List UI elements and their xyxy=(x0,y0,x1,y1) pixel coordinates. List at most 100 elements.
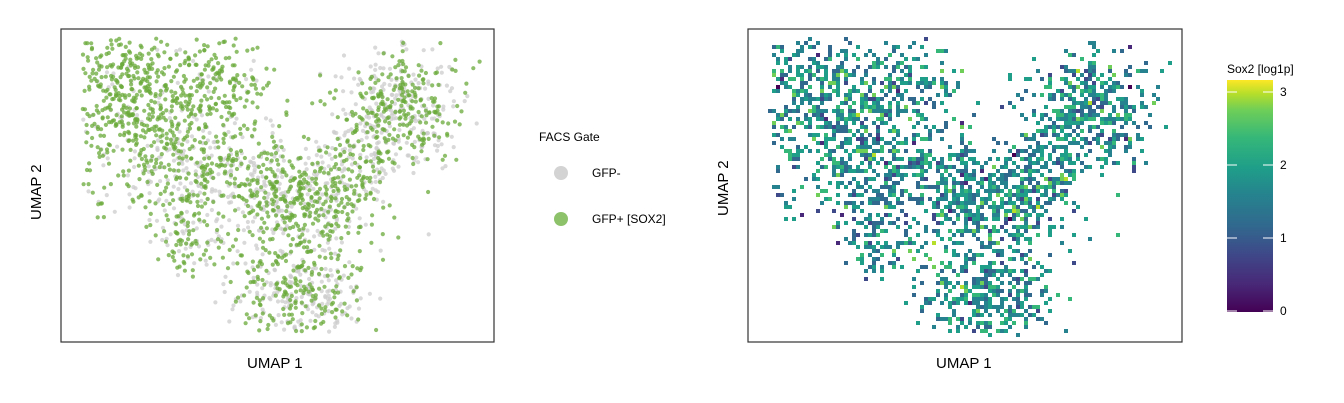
hex-cell xyxy=(920,305,924,309)
scatter-point xyxy=(109,42,114,47)
hex-cell xyxy=(1000,297,1004,301)
scatter-point xyxy=(250,173,255,178)
hex-cell xyxy=(948,209,952,213)
hex-cell xyxy=(944,93,948,97)
scatter-point xyxy=(137,89,142,94)
hex-cell xyxy=(872,81,876,85)
hex-cell xyxy=(912,161,916,165)
scatter-point xyxy=(270,262,275,267)
hex-cell xyxy=(1020,289,1024,293)
hex-cell xyxy=(904,241,908,245)
scatter-point xyxy=(211,76,216,81)
hex-cell xyxy=(960,189,964,193)
hex-cell xyxy=(836,113,840,117)
hex-cell xyxy=(1108,141,1112,145)
scatter-point xyxy=(175,231,180,236)
scatter-point xyxy=(421,48,426,53)
hex-cell xyxy=(856,205,860,209)
hex-cell xyxy=(976,205,980,209)
hex-cell xyxy=(844,205,848,209)
hex-cell xyxy=(1008,201,1012,205)
hex-cell xyxy=(1012,313,1016,317)
scatter-point xyxy=(366,115,372,120)
hex-cell xyxy=(984,273,988,277)
hex-cell xyxy=(904,149,908,153)
scatter-point xyxy=(183,50,188,55)
scatter-point xyxy=(105,115,110,120)
hex-cell xyxy=(1044,165,1048,169)
hex-cell xyxy=(888,169,892,173)
scatter-point xyxy=(357,76,362,82)
scatter-point xyxy=(279,320,284,325)
scatter-point xyxy=(335,209,341,215)
hex-cell xyxy=(952,249,956,253)
scatter-point xyxy=(166,64,171,69)
scatter-point xyxy=(330,300,336,305)
scatter-point xyxy=(179,210,184,215)
scatter-point xyxy=(330,112,335,117)
hex-cell xyxy=(900,77,904,81)
hex-cell xyxy=(1132,165,1136,169)
scatter-point xyxy=(157,116,162,121)
hex-cell xyxy=(868,85,872,89)
hex-cell xyxy=(880,109,884,113)
hex-cell xyxy=(912,285,916,289)
hex-cell xyxy=(1036,277,1040,281)
hex-cell xyxy=(1072,129,1076,133)
scatter-point xyxy=(276,223,281,228)
hex-cell xyxy=(1028,249,1032,253)
hex-cell xyxy=(1020,97,1024,101)
hex-cell xyxy=(1096,125,1100,129)
hex-cell xyxy=(1024,89,1028,93)
hex-cell xyxy=(836,165,840,169)
hex-cell xyxy=(1004,269,1008,273)
hex-cell xyxy=(988,237,992,241)
scatter-point xyxy=(228,147,233,153)
hex-cell xyxy=(784,57,788,61)
hex-cell xyxy=(824,117,828,121)
hex-cell xyxy=(1000,305,1004,309)
scatter-point xyxy=(351,144,356,149)
hex-cell xyxy=(836,73,840,77)
scatter-point xyxy=(260,311,265,316)
hex-cell xyxy=(920,309,924,313)
scatter-point xyxy=(377,170,382,175)
hex-cell xyxy=(1040,113,1044,117)
hex-cell xyxy=(920,113,924,117)
hex-cell xyxy=(804,93,808,97)
hex-cell xyxy=(1048,169,1052,173)
hex-cell xyxy=(920,81,924,85)
hex-cell xyxy=(872,53,876,57)
hex-cell xyxy=(964,197,968,201)
hex-cell xyxy=(960,185,964,189)
scatter-point xyxy=(149,57,154,62)
scatter-point xyxy=(292,324,297,329)
scatter-point xyxy=(171,98,176,103)
hex-cell xyxy=(828,45,832,49)
hex-cell xyxy=(1032,149,1036,153)
hex-cell xyxy=(880,137,884,141)
hex-cell xyxy=(1056,125,1060,129)
scatter-point xyxy=(380,232,385,237)
scatter-point xyxy=(330,183,335,189)
hex-cell xyxy=(1104,121,1108,125)
hex-cell xyxy=(892,45,896,49)
scatter-point xyxy=(353,160,358,165)
scatter-point xyxy=(125,110,130,115)
scatter-point xyxy=(318,99,323,104)
hex-cell xyxy=(1056,137,1060,141)
scatter-point xyxy=(232,121,237,126)
hex-cell xyxy=(824,73,828,77)
hex-cell xyxy=(808,37,812,41)
hex-cell xyxy=(964,181,968,185)
hex-cell xyxy=(880,197,884,201)
hex-cell xyxy=(804,145,808,149)
scatter-point xyxy=(127,106,133,111)
hex-cell xyxy=(1088,69,1092,73)
hex-cell xyxy=(912,197,916,201)
scatter-point xyxy=(178,101,183,106)
hex-cell xyxy=(928,129,932,133)
hex-cell xyxy=(1112,145,1116,149)
hex-cell xyxy=(1040,133,1044,137)
hex-cell xyxy=(868,185,872,189)
